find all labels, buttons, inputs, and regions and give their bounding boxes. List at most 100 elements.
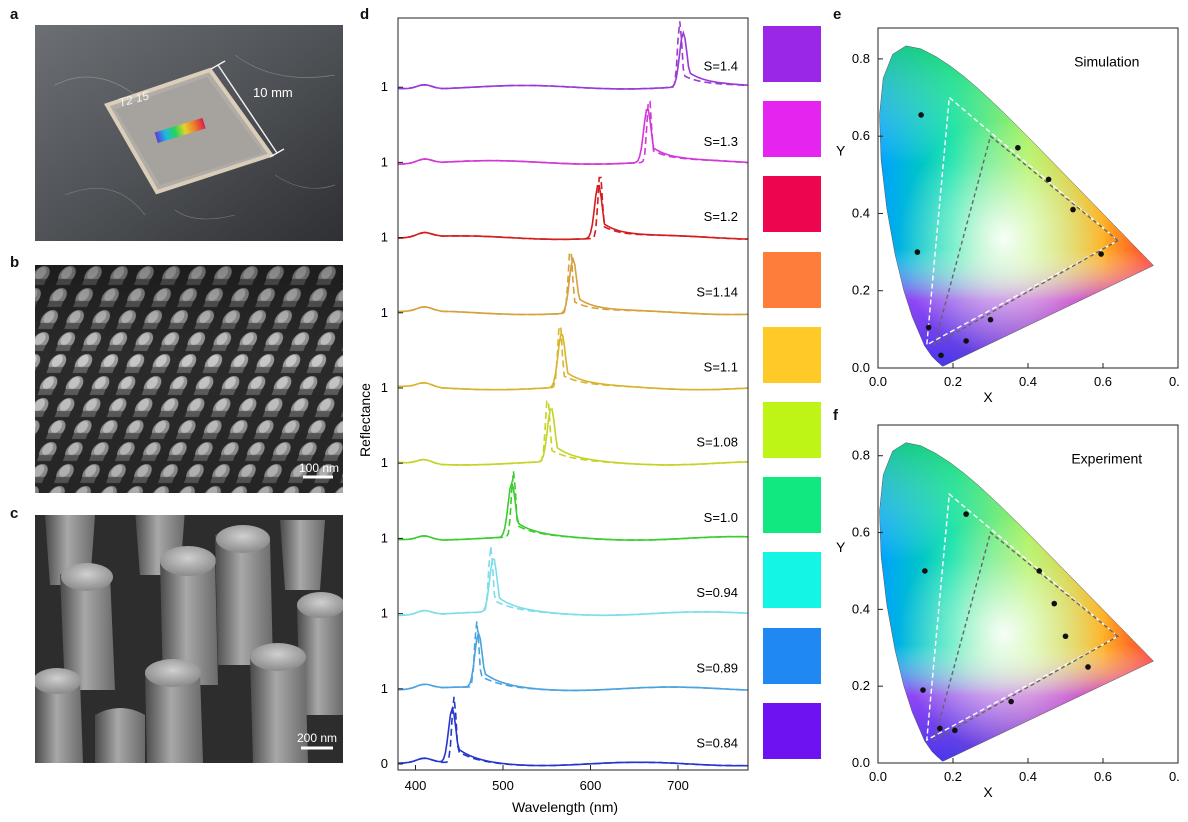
scale-label-200nm: 200 nm <box>297 731 337 745</box>
chromaticity-point <box>925 324 932 331</box>
sem-b-art: 100 nm <box>35 265 343 493</box>
sem-c-art: 200 nm <box>35 515 343 763</box>
chromaticity-point <box>1085 664 1091 670</box>
chromaticity-point <box>1062 633 1069 640</box>
y-tick-label: 1 <box>381 154 388 169</box>
y-tick-label: 1 <box>381 380 388 395</box>
chromaticity-point <box>920 687 926 693</box>
x-tick-label: 700 <box>667 778 689 793</box>
spectrum-dashed <box>398 21 749 90</box>
series-label: S=0.89 <box>696 660 738 675</box>
y-tick-label: 1 <box>381 681 388 696</box>
color-swatch <box>763 251 821 308</box>
y-tick-label: 1 <box>381 530 388 545</box>
gamut-triangle <box>925 96 1120 347</box>
y-tick-label: 0.2 <box>852 283 870 298</box>
chromaticity-point <box>987 316 994 323</box>
y-tick-label: 0.4 <box>852 601 870 616</box>
series-label: S=0.84 <box>696 735 738 750</box>
gamut-triangle <box>933 531 1120 742</box>
x-tick-label: 0.4 <box>1019 769 1037 784</box>
y-tick-label: 0.2 <box>852 678 870 693</box>
y-tick-label: 1 <box>381 79 388 94</box>
x-tick-label: 0.6 <box>1094 374 1112 389</box>
x-tick-label: 500 <box>492 778 514 793</box>
ylabel: Y <box>836 539 846 555</box>
chromaticity-point <box>938 352 944 359</box>
y-tick-label: 0.8 <box>852 51 870 66</box>
color-swatches <box>763 0 823 822</box>
y-tick-label: 0.6 <box>852 525 870 540</box>
scale-line <box>217 64 278 154</box>
xlabel: X <box>983 389 993 405</box>
chromaticity-point <box>1036 568 1043 574</box>
chromaticity-point <box>914 249 921 255</box>
series-label: S=1.3 <box>704 134 738 149</box>
nanopillars <box>35 515 343 763</box>
chart-title: Simulation <box>1074 54 1139 70</box>
color-swatch <box>763 26 821 82</box>
gamut-triangle <box>933 134 1120 347</box>
y-tick-label: 0.8 <box>852 448 870 463</box>
chromaticity-point <box>1070 206 1076 213</box>
series-label: S=1.08 <box>696 435 738 450</box>
color-swatch <box>763 702 821 759</box>
series-label: S=1.1 <box>704 359 738 374</box>
series-label: S=0.94 <box>696 585 738 600</box>
chromaticity-point <box>1045 176 1052 183</box>
cie-chart-simulation: 0.0 0.2 0.4 0.6 0.8 0.0 0.2 0.4 0.6 0.8 X Y Simulati… <box>836 27 1180 405</box>
color-swatch <box>763 101 821 158</box>
spectrum-solid <box>397 108 749 165</box>
scale-label-10mm: 10 mm <box>253 85 293 100</box>
x-tick-label: 0.2 <box>944 374 962 389</box>
y-tick-label: 0.6 <box>852 128 870 143</box>
spectral-locus <box>879 45 1154 367</box>
y-tick-label: 1 <box>381 455 388 470</box>
color-swatch <box>763 176 821 233</box>
chromaticity-point <box>922 568 928 574</box>
spectrum-dashed <box>398 325 749 391</box>
chromaticity-point <box>937 725 943 732</box>
chart-title: Experiment <box>1071 450 1142 466</box>
x-tick-label: 0.2 <box>944 769 962 784</box>
spectrum-solid <box>397 480 748 541</box>
panel-label-d: d <box>360 6 370 23</box>
panel-label-b: b <box>10 254 20 271</box>
color-swatch <box>763 402 821 458</box>
chromaticity-point <box>1015 144 1021 151</box>
spectrum-dashed <box>398 400 749 466</box>
sample-photo-art: T2 15 10 mm <box>35 25 343 241</box>
spectrum-dashed <box>397 621 748 692</box>
chromaticity-point <box>952 727 958 734</box>
spectrum-solid <box>398 333 749 391</box>
ylabel: Y <box>836 143 846 159</box>
color-swatch <box>763 627 821 684</box>
chromaticity-point <box>1051 600 1058 607</box>
cie-gamut <box>879 45 1154 367</box>
sem-image-c: 200 nm <box>35 515 343 763</box>
x-tick-label: 400 <box>405 778 427 793</box>
x-tick-label: 600 <box>580 778 602 793</box>
panel-label-a: a <box>10 6 19 23</box>
color-swatch <box>763 477 821 534</box>
series-label: S=1.0 <box>704 510 738 525</box>
panel-label-f: f <box>833 407 838 424</box>
spectrum-dashed <box>397 696 748 767</box>
spectrum-dashed <box>398 546 749 617</box>
plot-frame <box>397 17 749 771</box>
spectral-locus <box>879 442 1154 762</box>
series-label: S=1.14 <box>696 284 738 299</box>
x-tick-label: 0.0 <box>869 769 887 784</box>
xlabel: X <box>983 784 993 800</box>
x-tick-label: 0.6 <box>1094 769 1112 784</box>
spectrum-dashed <box>397 100 749 165</box>
series-label: S=1.4 <box>704 59 738 74</box>
chromaticity-point <box>918 112 924 118</box>
x-tick-label: 0.8 <box>1169 769 1180 784</box>
x-tick-label: 0.8 <box>1169 374 1180 389</box>
cie-chart-experiment: 0.0 0.2 0.4 0.6 0.8 0.0 0.2 0.4 0.6 0.8 X Y Experime… <box>836 424 1180 800</box>
sem-image-b: 100 nm <box>35 265 343 493</box>
chromaticity-point <box>1098 251 1104 257</box>
spectrum-dashed <box>397 251 748 316</box>
spectrum-solid <box>397 184 748 241</box>
